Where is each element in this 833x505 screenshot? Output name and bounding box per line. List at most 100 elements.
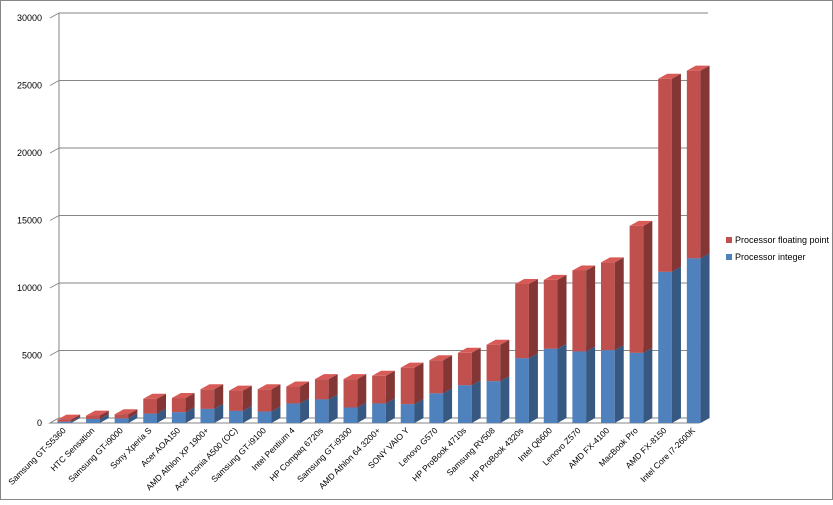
bar-side (99, 413, 109, 423)
bar-segment-floating-point (114, 414, 129, 419)
bar-side (99, 410, 109, 419)
y-tick-label: 0 (37, 418, 42, 428)
bar-segment-integer (686, 258, 701, 423)
bar-segment-floating-point (515, 283, 529, 359)
legend-swatch (726, 254, 732, 260)
bar-top (257, 384, 281, 390)
bar-side (357, 374, 367, 408)
bar-side (500, 339, 510, 382)
bar-side (586, 346, 596, 423)
y-tick-label: 15000 (17, 216, 42, 226)
bar-side (557, 274, 567, 349)
bar-segment-floating-point (229, 390, 243, 411)
y-tick-label: 20000 (17, 148, 42, 158)
bar-segment-floating-point (629, 225, 644, 353)
bar-top (658, 73, 681, 79)
bar-side (700, 65, 710, 259)
bar-segment-integer (601, 350, 615, 423)
y-axis-tick-labels: 0 5000 10000 15000 20000 25000 30000 (17, 13, 42, 428)
bar-segment-integer (143, 413, 157, 423)
bar-top (515, 278, 538, 284)
bar-side (586, 265, 596, 352)
bar-segment-floating-point (429, 360, 444, 394)
bar-segment-floating-point (543, 279, 558, 349)
bar-segment-floating-point (686, 70, 701, 259)
bar-segment-integer (515, 358, 529, 423)
bar-side (671, 73, 681, 272)
bar-side (242, 385, 252, 411)
bar-side (557, 343, 567, 423)
y-tick-label: 5000 (22, 351, 42, 361)
bar-segment-integer (343, 407, 358, 423)
bar-segment-integer (543, 348, 558, 423)
bar-top (114, 409, 138, 415)
bar-side (300, 381, 310, 404)
bar-side (357, 402, 367, 423)
bar-top (543, 274, 567, 280)
bar-side (128, 413, 138, 423)
bar-top (400, 362, 424, 368)
bar-side (385, 398, 395, 423)
bar-top (229, 385, 252, 391)
legend-swatch (726, 237, 732, 243)
bar-side (242, 405, 252, 423)
bar-segment-floating-point (658, 78, 672, 272)
x-category-label: Intel Core i7-2600K (638, 425, 697, 484)
bar-segment-integer (400, 404, 415, 423)
bar-side (385, 370, 395, 404)
bar-side (156, 408, 166, 423)
bar-side (643, 220, 653, 353)
bar-segment-integer (57, 421, 72, 423)
bar-segment-integer (486, 381, 501, 423)
bar-segment-integer (658, 271, 672, 423)
bar-top (171, 393, 195, 399)
bars (57, 65, 710, 423)
bar-segment-floating-point (143, 398, 157, 414)
legend-entry: Processor integer (735, 252, 806, 262)
y-tick-label: 30000 (17, 13, 42, 23)
bar-side (185, 393, 195, 413)
bar-segment-floating-point (286, 386, 301, 404)
bar-segment-floating-point (486, 344, 501, 382)
bar-side (128, 409, 138, 419)
bar-top (429, 355, 453, 361)
bar-side (271, 384, 281, 412)
bar-side (300, 398, 310, 423)
bar-side (214, 403, 224, 423)
bar-side (71, 416, 81, 423)
bar-top (686, 65, 710, 71)
bar-segment-floating-point (601, 262, 615, 351)
gridline-side (49, 12, 60, 19)
bar-segment-integer (314, 399, 329, 423)
bar-segment-integer (229, 410, 243, 423)
bar-top (57, 414, 81, 420)
bar-side (271, 406, 281, 423)
bar-segment-integer (200, 408, 215, 423)
bar-segment-integer (257, 411, 272, 423)
bar-side (214, 384, 224, 409)
bar-side (614, 345, 624, 423)
gridline-side (49, 215, 60, 221)
bar-top (86, 410, 109, 416)
bar-side (185, 407, 195, 423)
bar-side (643, 347, 653, 423)
bar-side (443, 355, 453, 394)
bar-segment-floating-point (572, 270, 587, 352)
bar-side (71, 414, 81, 422)
bar-segment-integer (629, 352, 644, 423)
bar-side (528, 278, 538, 359)
bar-side (471, 380, 481, 423)
bar-side (443, 388, 453, 423)
bar-top (286, 381, 310, 387)
bar-segment-floating-point (400, 367, 415, 405)
gridline-side (49, 80, 60, 86)
bar-top (486, 339, 510, 345)
gridline-side (49, 350, 60, 356)
bar-top (457, 347, 481, 353)
bar-side (528, 353, 538, 423)
bar-segment-floating-point (457, 352, 472, 386)
bar-segment-floating-point (314, 379, 329, 400)
bar-side (414, 399, 424, 423)
